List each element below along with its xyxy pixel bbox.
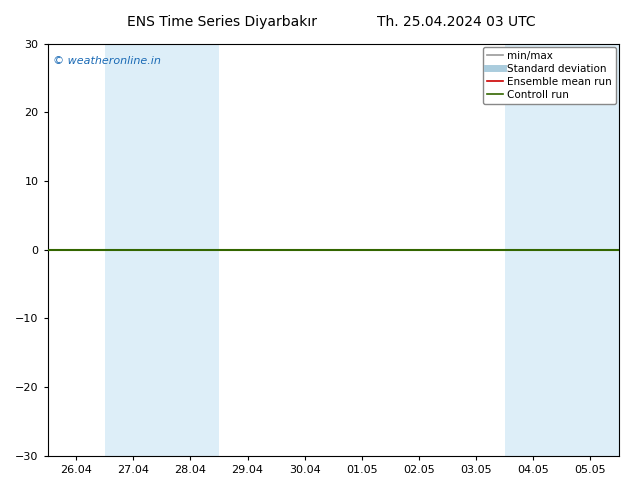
Text: Th. 25.04.2024 03 UTC: Th. 25.04.2024 03 UTC	[377, 15, 536, 29]
Bar	[505, 44, 562, 456]
Bar	[105, 44, 162, 456]
Legend: min/max, Standard deviation, Ensemble mean run, Controll run: min/max, Standard deviation, Ensemble me…	[483, 47, 616, 104]
Bar	[562, 44, 619, 456]
Text: © weatheronline.in: © weatheronline.in	[53, 56, 161, 66]
Bar	[162, 44, 219, 456]
Text: ENS Time Series Diyarbakır: ENS Time Series Diyarbakır	[127, 15, 317, 29]
